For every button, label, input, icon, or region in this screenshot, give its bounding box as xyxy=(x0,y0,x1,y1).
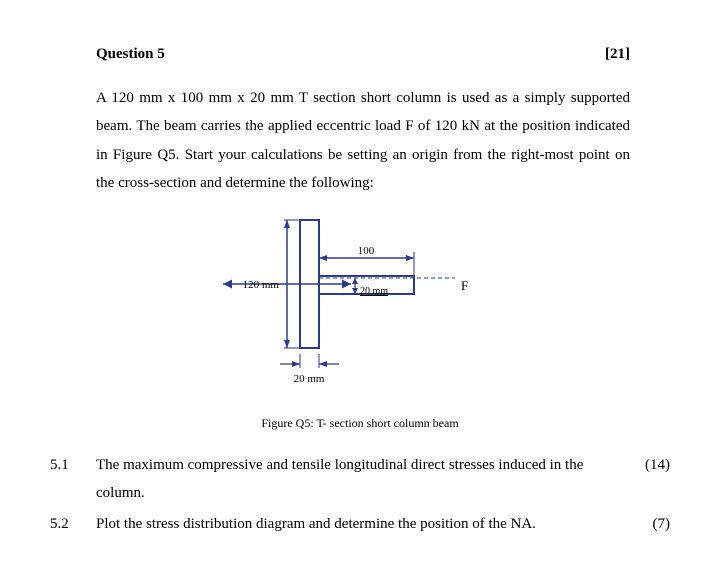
dim-web-th-label: 20 mm xyxy=(294,373,325,385)
dim-flange-th-label: 20 mm xyxy=(360,286,388,297)
dim-height-label: 120 mm xyxy=(243,279,280,291)
t-section-diagram: 120 mm 100 F 20 mm 20 mm xyxy=(205,208,515,398)
figure-q5: 120 mm 100 F 20 mm 20 mm Figure Q5: T- s… xyxy=(40,208,680,435)
subq-number: 5.1 xyxy=(50,451,96,480)
total-marks: [21] xyxy=(605,40,630,69)
subq-text: The maximum compressive and tensile long… xyxy=(96,451,630,508)
question-body: A 120 mm x 100 mm x 20 mm T section shor… xyxy=(96,84,630,198)
arrowhead xyxy=(284,220,290,228)
force-label: F xyxy=(461,278,468,293)
arrowhead xyxy=(319,361,327,367)
subq-number: 5.2 xyxy=(50,510,96,539)
arrowhead xyxy=(284,340,290,348)
subq-marks: (14) xyxy=(630,451,670,480)
subquestion-row: 5.2 Plot the stress distribution diagram… xyxy=(50,510,670,539)
arrowhead xyxy=(292,361,300,367)
figure-caption: Figure Q5: T- section short column beam xyxy=(40,412,680,435)
question-number: Question 5 xyxy=(96,40,165,69)
arrowhead xyxy=(319,255,327,261)
subq-text: Plot the stress distribution diagram and… xyxy=(96,510,630,539)
question-header: Question 5 [21] xyxy=(96,40,630,69)
subq-marks: (7) xyxy=(630,510,670,539)
arrowhead xyxy=(406,255,414,261)
dim-flange-len-label: 100 xyxy=(358,245,375,257)
subquestion-row: 5.1 The maximum compressive and tensile … xyxy=(50,451,670,508)
